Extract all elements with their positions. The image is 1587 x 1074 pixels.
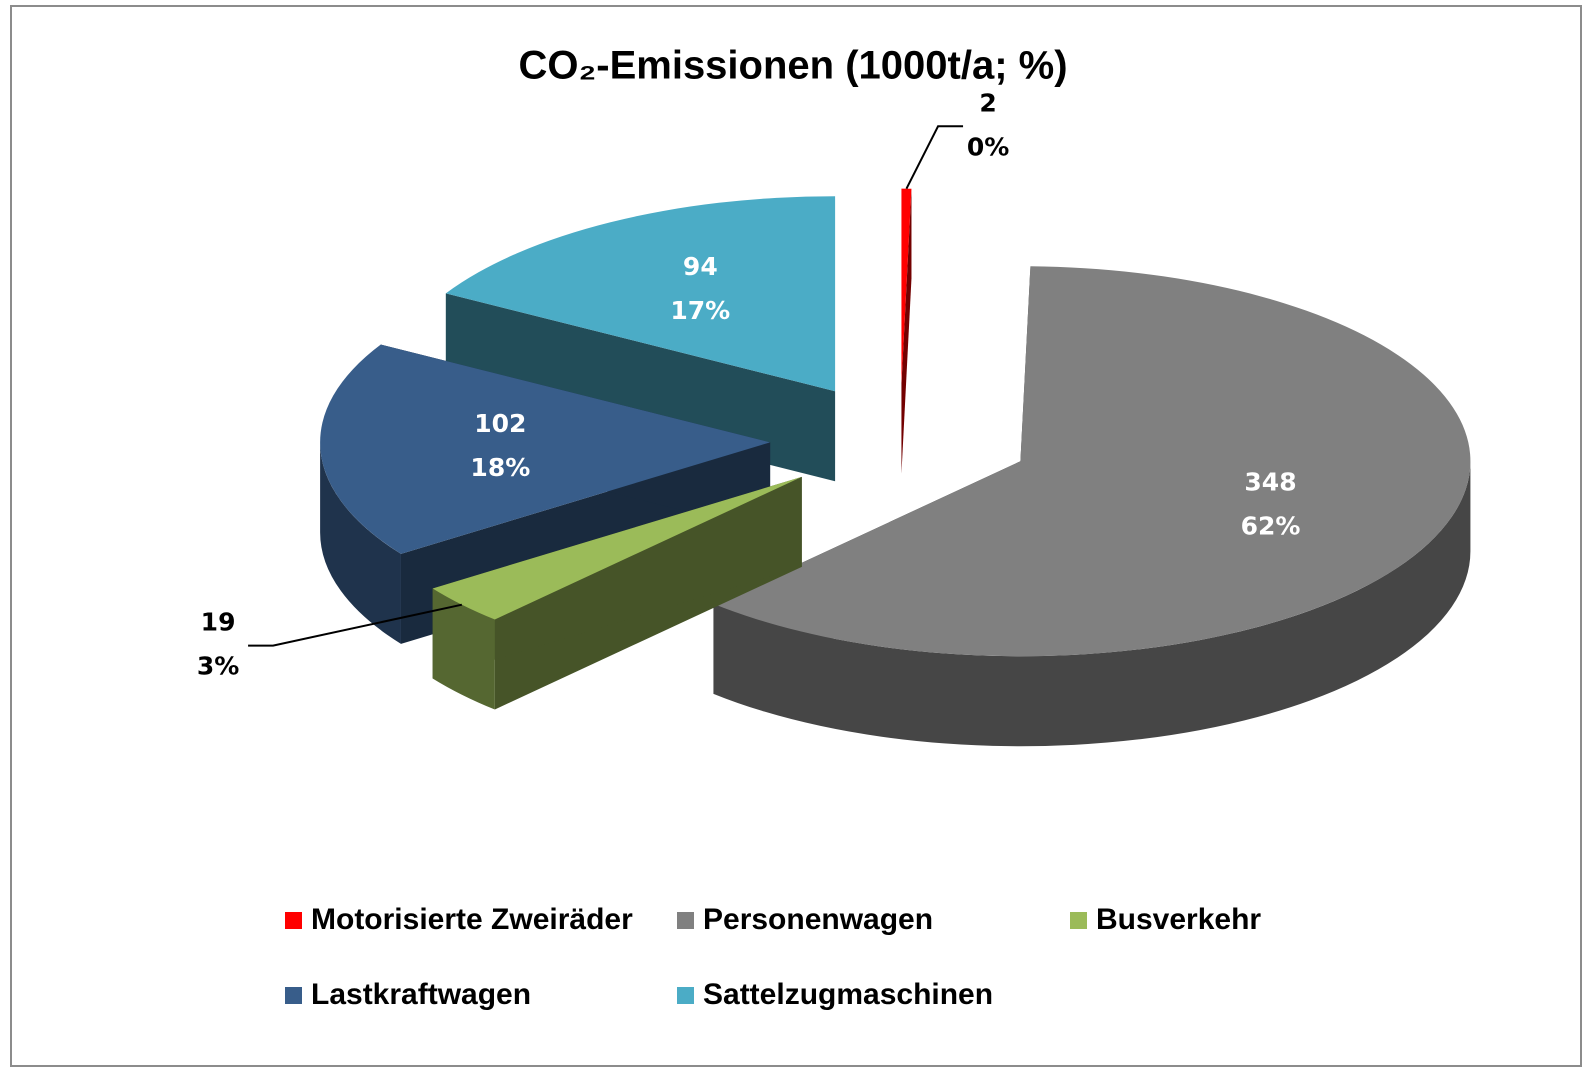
- data-label: 348: [1244, 467, 1296, 496]
- slice: [432, 476, 802, 620]
- slice-wall: [713, 461, 1471, 747]
- data-label: 62%: [1241, 511, 1301, 540]
- data-label: 94: [683, 252, 718, 281]
- legend-label: Motorisierte Zweiräder: [311, 903, 633, 936]
- leader-line: [248, 603, 463, 647]
- data-label: 102: [474, 409, 526, 438]
- slice: [445, 196, 836, 392]
- slice: [901, 188, 912, 384]
- slice-group: [713, 266, 1471, 747]
- data-label: 0%: [967, 132, 1009, 161]
- chart-title: CO₂-Emissionen (1000t/a; %): [518, 44, 1067, 88]
- data-label: 17%: [670, 296, 730, 325]
- data-label: 18%: [470, 453, 530, 482]
- data-label: 2: [979, 88, 996, 117]
- legend-swatch: [1070, 912, 1087, 929]
- slice-group: [432, 476, 802, 710]
- slice-wall: [432, 588, 495, 710]
- leader-line: [905, 125, 964, 190]
- slice: [320, 344, 771, 554]
- slice-side: [901, 188, 912, 474]
- legend-swatch: [677, 987, 694, 1004]
- legend-swatch: [285, 912, 302, 929]
- legend-swatch: [677, 912, 694, 929]
- legend-label: Personenwagen: [703, 903, 933, 936]
- legend-label: Lastkraftwagen: [311, 978, 531, 1011]
- legend-swatch: [285, 987, 302, 1004]
- slice-wall: [320, 442, 401, 644]
- slice-group: [901, 188, 912, 474]
- slice-side: [432, 476, 802, 679]
- data-label: 19: [201, 608, 236, 637]
- slice: [713, 266, 1471, 657]
- legend-label: Sattelzugmaschinen: [703, 978, 993, 1011]
- legend-label: Busverkehr: [1096, 903, 1261, 936]
- data-label: 3%: [197, 652, 239, 681]
